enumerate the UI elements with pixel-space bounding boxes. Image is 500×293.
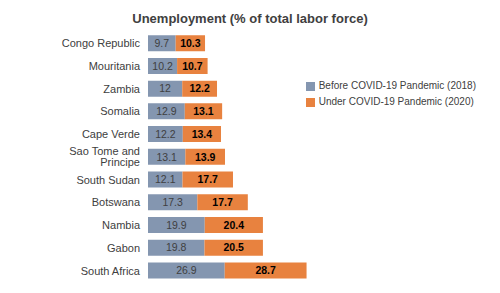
svg-text:20.5: 20.5 xyxy=(223,241,244,253)
html-text:Under COVID-19 Pandemic (2020): Under COVID-19 Pandemic (2020) xyxy=(318,96,474,107)
html-text:Unemployment (% of total labor: Unemployment (% of total labor force) xyxy=(132,11,368,26)
svg-text:20.4: 20.4 xyxy=(224,219,245,231)
svg-text:Nambia: Nambia xyxy=(102,219,141,231)
svg-text:Somalia: Somalia xyxy=(100,105,141,117)
svg-text:13.1: 13.1 xyxy=(156,151,177,163)
svg-text:19.8: 19.8 xyxy=(166,241,187,253)
svg-text:13.9: 13.9 xyxy=(195,151,216,163)
svg-text:Sao Tome andPrincipe: Sao Tome andPrincipe xyxy=(69,145,140,168)
html-text:Before COVID-19 Pandemic (2018: Before COVID-19 Pandemic (2018) xyxy=(318,80,476,91)
svg-text:Botswana: Botswana xyxy=(92,196,141,208)
svg-text:13.4: 13.4 xyxy=(192,128,213,140)
svg-text:12.9: 12.9 xyxy=(156,105,177,117)
svg-text:Cape Verde: Cape Verde xyxy=(82,128,140,140)
svg-text:12: 12 xyxy=(159,82,171,94)
svg-text:26.9: 26.9 xyxy=(176,264,197,276)
svg-text:10.2: 10.2 xyxy=(152,60,173,72)
svg-text:17.3: 17.3 xyxy=(162,196,183,208)
svg-text:13.1: 13.1 xyxy=(193,105,214,117)
svg-text:17.7: 17.7 xyxy=(198,173,219,185)
svg-text:28.7: 28.7 xyxy=(255,264,276,276)
svg-text:South Sudan: South Sudan xyxy=(76,174,140,186)
svg-text:10.7: 10.7 xyxy=(182,60,203,72)
svg-text:South Africa: South Africa xyxy=(81,265,141,277)
svg-text:10.3: 10.3 xyxy=(180,37,201,49)
svg-text:Gabon: Gabon xyxy=(107,242,140,254)
svg-text:12.1: 12.1 xyxy=(155,173,176,185)
svg-text:17.7: 17.7 xyxy=(212,196,233,208)
svg-text:12.2: 12.2 xyxy=(189,82,210,94)
svg-text:Zambia: Zambia xyxy=(103,83,141,95)
svg-text:Congo Republic: Congo Republic xyxy=(62,37,141,49)
svg-text:12.2: 12.2 xyxy=(155,128,176,140)
svg-text:19.9: 19.9 xyxy=(166,219,187,231)
svg-text:Mouritania: Mouritania xyxy=(89,60,141,72)
svg-text:9.7: 9.7 xyxy=(155,37,170,49)
